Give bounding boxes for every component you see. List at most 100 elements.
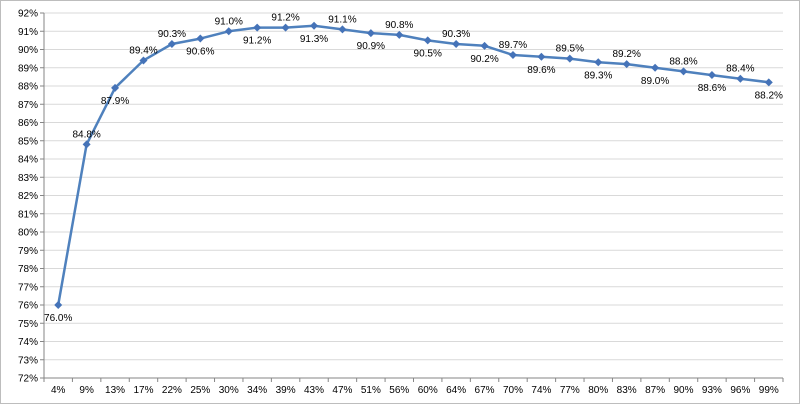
data-point (224, 27, 233, 36)
y-tick-label: 87% (18, 100, 38, 111)
y-tick-label: 89% (18, 63, 38, 74)
data-point (196, 34, 205, 43)
data-label: 90.3% (442, 29, 470, 40)
x-tick-label: 96% (730, 385, 750, 396)
data-point (366, 29, 375, 38)
gridlines (44, 12, 783, 361)
data-point (253, 23, 262, 32)
x-tick-label: 80% (588, 385, 608, 396)
data-label: 76.0% (44, 313, 72, 324)
data-label: 90.9% (357, 41, 385, 52)
data-label: 87.9% (101, 96, 129, 107)
data-point (651, 63, 660, 72)
x-tick-label: 13% (105, 385, 125, 396)
x-axis-ticks: 4% 9% 13% 17% 22% 25% 30% 34% 39% 43% 47% 51% 56% 60%… (51, 385, 779, 396)
data-point (537, 52, 546, 61)
y-tick-label: 84% (18, 155, 38, 166)
y-axis-ticks: 72% 73% 74% 75% 76% 77% 78% 79% 80% 81% 82% 83% 84% 8… (18, 9, 38, 385)
data-label: 88.4% (726, 64, 754, 75)
data-label: 84.8% (72, 129, 100, 140)
data-point (395, 30, 404, 39)
x-tick-label: 70% (503, 385, 523, 396)
data-point (622, 60, 631, 69)
x-tick-label: 17% (133, 385, 153, 396)
x-tick-label: 77% (560, 385, 580, 396)
x-tick-label: 4% (51, 385, 66, 396)
x-tick-label: 47% (332, 385, 352, 396)
y-tick-label: 80% (18, 228, 38, 239)
data-label: 89.7% (499, 40, 527, 51)
x-tick-label: 25% (190, 385, 210, 396)
data-label: 91.0% (215, 16, 243, 27)
data-label: 91.1% (328, 14, 356, 25)
data-point (310, 21, 319, 30)
data-label: 89.2% (612, 49, 640, 60)
x-tick-label: 90% (674, 385, 694, 396)
x-tick-label: 93% (702, 385, 722, 396)
x-tick-label: 99% (759, 385, 779, 396)
x-tick-label: 30% (219, 385, 239, 396)
x-tick-label: 43% (304, 385, 324, 396)
data-point (338, 25, 347, 34)
y-tick-label: 85% (18, 136, 38, 147)
data-point (764, 78, 773, 87)
x-tick-label: 22% (162, 385, 182, 396)
data-label: 88.6% (698, 83, 726, 94)
data-point (707, 71, 716, 80)
y-tick-label: 81% (18, 209, 38, 220)
y-tick-label: 75% (18, 319, 38, 330)
axes (40, 12, 784, 382)
data-label: 90.5% (414, 48, 442, 59)
x-tick-label: 87% (645, 385, 665, 396)
x-tick-label: 56% (389, 385, 409, 396)
data-label: 90.2% (470, 54, 498, 65)
data-point (480, 41, 489, 50)
data-point (508, 50, 517, 59)
y-tick-label: 91% (18, 27, 38, 38)
y-tick-label: 72% (18, 374, 38, 385)
data-point (139, 56, 148, 65)
x-tick-label: 9% (79, 385, 94, 396)
data-point (281, 23, 290, 32)
y-tick-label: 73% (18, 355, 38, 366)
data-labels: 76.0%84.8%87.9%89.4%90.3%90.6%91.0%91.2%… (44, 13, 783, 324)
y-tick-label: 90% (18, 45, 38, 56)
x-tick-label: 34% (247, 385, 267, 396)
x-tick-label: 67% (475, 385, 495, 396)
data-label: 90.3% (158, 29, 186, 40)
series-line-group (56, 24, 769, 306)
data-label: 90.6% (186, 47, 214, 58)
data-point (736, 74, 745, 83)
data-label: 89.4% (129, 45, 157, 56)
data-label: 91.2% (243, 36, 271, 47)
data-label: 91.3% (300, 34, 328, 45)
y-tick-label: 79% (18, 246, 38, 257)
data-label: 88.8% (669, 56, 697, 67)
y-tick-label: 82% (18, 191, 38, 202)
data-point (679, 67, 688, 76)
y-tick-label: 83% (18, 173, 38, 184)
data-point (452, 40, 461, 49)
y-tick-label: 78% (18, 264, 38, 275)
y-tick-label: 76% (18, 301, 38, 312)
data-label: 89.5% (556, 44, 584, 55)
x-tick-label: 39% (276, 385, 296, 396)
y-tick-label: 88% (18, 82, 38, 93)
data-label: 90.8% (385, 20, 413, 31)
data-points (54, 21, 773, 309)
data-point (167, 40, 176, 49)
x-tick-label: 64% (446, 385, 466, 396)
data-label: 91.2% (271, 13, 299, 24)
data-point (82, 140, 91, 149)
data-point (423, 36, 432, 45)
y-tick-label: 77% (18, 282, 38, 293)
x-tick-label: 83% (617, 385, 637, 396)
data-point (111, 83, 120, 92)
data-point (54, 301, 63, 309)
data-label: 89.3% (584, 70, 612, 81)
x-tick-label: 60% (418, 385, 438, 396)
y-tick-label: 92% (18, 9, 38, 20)
series-line (56, 24, 769, 306)
data-label: 88.2% (755, 90, 783, 101)
